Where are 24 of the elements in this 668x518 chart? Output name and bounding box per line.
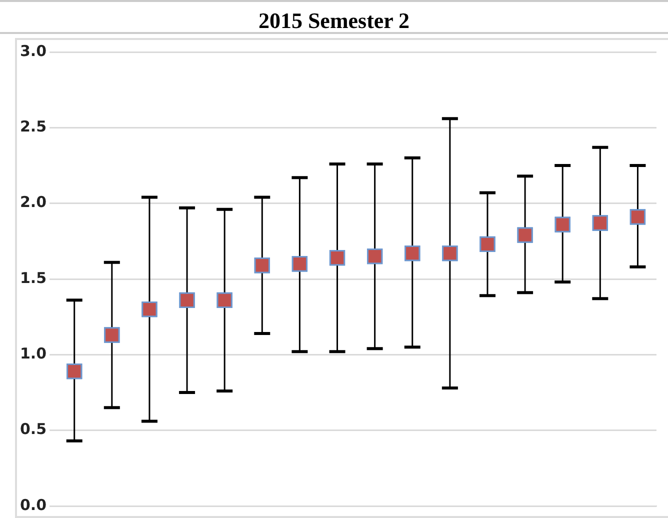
- y-tick-label: 1.5: [20, 268, 47, 287]
- point: [254, 258, 270, 274]
- y-tick-label: 0.5: [20, 420, 47, 438]
- point: [292, 256, 308, 272]
- point: [104, 327, 120, 343]
- y-tick-label: 2.0: [20, 193, 47, 212]
- chart-title: 2015 Semester 2: [0, 0, 668, 34]
- y-tick-label: 0.0: [20, 496, 47, 514]
- point: [179, 292, 195, 308]
- point: [630, 209, 646, 225]
- point: [442, 245, 458, 262]
- y-tick-label: 1.0: [20, 344, 47, 363]
- point: [142, 301, 158, 318]
- y-tick-label: 2.5: [20, 118, 47, 136]
- point: [366, 248, 383, 264]
- point: [592, 215, 608, 231]
- point: [480, 236, 496, 252]
- point: [329, 250, 346, 266]
- point: [404, 245, 420, 262]
- point: [216, 292, 232, 308]
- point: [517, 227, 533, 243]
- y-tick-label: 3.0: [20, 42, 47, 60]
- point: [554, 216, 570, 232]
- point: [66, 363, 82, 380]
